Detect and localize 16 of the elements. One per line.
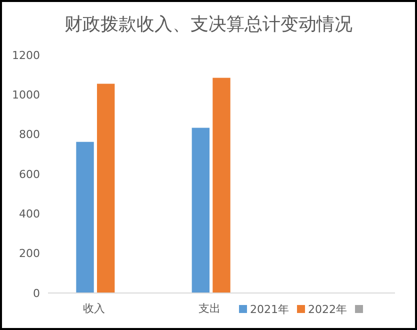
chart-title: 财政拨款收入、支决算总计变动情况 [64,14,352,35]
bar [96,84,115,293]
bar [212,78,230,293]
y-tick-label: 400 [19,208,40,221]
bar [76,142,94,293]
legend-label: 2021年 [250,303,289,316]
x-tick-label: 收入 [82,302,105,315]
y-tick-label: 1000 [12,88,40,102]
y-tick-label: 800 [19,128,40,142]
y-tick-label: 200 [19,247,40,260]
x-tick-label: 支出 [198,302,220,315]
y-tick-label: 1200 [12,48,40,62]
y-tick-label: 0 [33,286,40,300]
bar [192,128,210,293]
y-tick-label: 600 [19,168,40,181]
legend-label: 2022年 [308,303,347,316]
